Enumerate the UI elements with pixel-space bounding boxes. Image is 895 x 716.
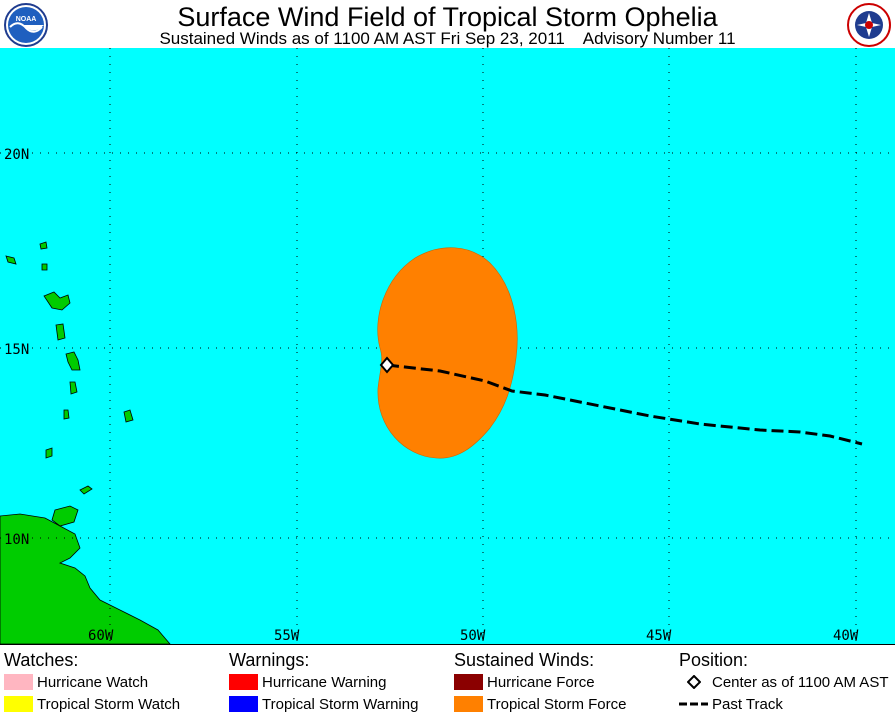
- tropical-storm-force-wind-field: [377, 247, 518, 459]
- legend-heading-watches: Watches:: [4, 650, 79, 670]
- storm-center-marker: [379, 356, 395, 374]
- legend-heading-warnings: Warnings:: [229, 650, 310, 670]
- tropical-storm-watch-swatch: [4, 696, 33, 712]
- st-kitts-island: [5, 255, 17, 265]
- legend-row-tropical-storm-watch: Tropical Storm Watch: [4, 693, 180, 715]
- legend-row-tropical-storm-force: Tropical Storm Force: [454, 693, 626, 715]
- tobago-island: [79, 485, 93, 495]
- legend-heading-winds: Sustained Winds:: [454, 650, 595, 670]
- lat-label-10n: 10N: [4, 532, 29, 548]
- lon-label-40w: 40W: [833, 628, 859, 644]
- legend-sustained-winds: Sustained Winds: Hurricane Force Tropica…: [454, 649, 626, 715]
- hurricane-warning-swatch: [229, 674, 258, 690]
- legend-row-past-track: Past Track: [679, 693, 888, 715]
- lon-label-45w: 45W: [646, 628, 672, 644]
- legend-row-hurricane-watch: Hurricane Watch: [4, 671, 180, 693]
- grenada-island: [45, 447, 53, 459]
- legend-label: Hurricane Force: [487, 673, 595, 691]
- legend-watches: Watches: Hurricane Watch Tropical Storm …: [4, 649, 180, 715]
- lat-label-20n: 20N: [4, 147, 29, 163]
- legend-row-hurricane-warning: Hurricane Warning: [229, 671, 418, 693]
- st-lucia-island: [69, 381, 78, 395]
- national-weather-service-logo-icon: [847, 3, 891, 47]
- lat-label-15n: 15N: [4, 342, 29, 358]
- legend-label: Hurricane Watch: [37, 673, 149, 691]
- wind-field-map: 20N 15N 10N 60W 55W 50W 45W 40W: [0, 48, 895, 644]
- legend-heading-position: Position:: [679, 650, 749, 670]
- tropical-storm-warning-swatch: [229, 696, 258, 712]
- guadeloupe-island: [43, 291, 71, 311]
- lon-label-60w: 60W: [88, 628, 114, 644]
- legend-label: Past Track: [712, 695, 783, 713]
- legend-label: Tropical Storm Warning: [262, 695, 419, 713]
- st-vincent-island: [63, 409, 70, 420]
- south-america-land: [0, 513, 171, 644]
- montserrat-island: [41, 263, 48, 271]
- hurricane-watch-swatch: [4, 674, 33, 690]
- legend-position: Position: Center as of 1100 AM AST Past …: [679, 649, 888, 715]
- lon-label-55w: 55W: [274, 628, 300, 644]
- hurricane-force-swatch: [454, 674, 483, 690]
- martinique-island: [65, 351, 81, 371]
- tropical-storm-force-swatch: [454, 696, 483, 712]
- lon-label-50w: 50W: [460, 628, 486, 644]
- graticule: [0, 48, 895, 644]
- map-title: Surface Wind Field of Tropical Storm Oph…: [177, 2, 718, 32]
- noaa-logo-icon: NOAA: [4, 3, 48, 47]
- map-subtitle: Sustained Winds as of 1100 AM AST Fri Se…: [159, 29, 736, 48]
- past-track: [386, 363, 863, 446]
- legend-row-tropical-storm-warning: Tropical Storm Warning: [229, 693, 418, 715]
- barbados-island: [123, 409, 134, 423]
- legend: Watches: Hurricane Watch Tropical Storm …: [0, 644, 895, 716]
- legend-row-hurricane-force: Hurricane Force: [454, 671, 626, 693]
- dominica-island: [55, 323, 66, 341]
- legend-label: Tropical Storm Force: [487, 695, 627, 713]
- trinidad-island: [51, 505, 79, 527]
- legend-label: Hurricane Warning: [262, 673, 387, 691]
- legend-label: Tropical Storm Watch: [37, 695, 181, 713]
- header: NOAA Surface Wind Field of Tropical Stor…: [0, 0, 895, 48]
- svg-text:NOAA: NOAA: [16, 16, 37, 23]
- antigua-island: [39, 241, 48, 250]
- legend-row-center: Center as of 1100 AM AST: [679, 671, 888, 693]
- legend-label: Center as of 1100 AM AST: [712, 673, 889, 691]
- legend-warnings: Warnings: Hurricane Warning Tropical Sto…: [229, 649, 418, 715]
- diamond-icon: [679, 674, 708, 690]
- dashed-line-icon: [679, 696, 708, 712]
